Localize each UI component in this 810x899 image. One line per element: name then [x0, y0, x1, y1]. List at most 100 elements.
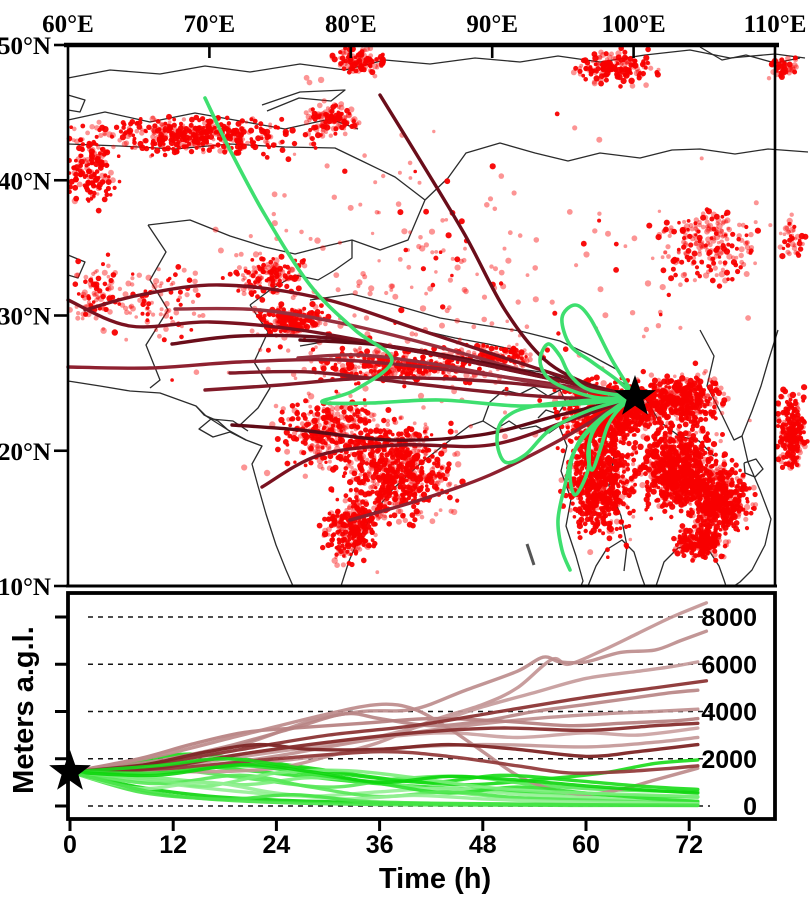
fire-dot: [592, 451, 597, 457]
fire-dot: [431, 465, 436, 470]
fire-dot: [581, 418, 586, 423]
fire-dot: [789, 444, 793, 448]
fire-dot: [725, 491, 730, 497]
fire-dot: [429, 433, 434, 437]
fire-dot: [737, 492, 743, 498]
fire-dot: [686, 495, 691, 501]
fire-dot: [386, 521, 393, 527]
map-panel: [66, 45, 810, 586]
fire-dot: [720, 432, 725, 437]
fire-dot: [367, 451, 375, 458]
fire-dot: [455, 461, 462, 468]
border-line: [67, 143, 426, 201]
fire-dot: [322, 516, 328, 522]
fire-dot: [445, 465, 452, 472]
fire-dot: [689, 491, 694, 496]
fire-dot: [334, 437, 339, 441]
fire-dot: [727, 469, 735, 476]
fire-dot: [745, 499, 750, 504]
fire-dot: [374, 448, 381, 454]
fire-dot: [317, 463, 324, 470]
fire-dot: [619, 494, 625, 501]
fire-dot: [718, 527, 723, 532]
fire-dot: [740, 472, 746, 478]
fire-dot: [692, 485, 698, 491]
fire-dot: [596, 519, 600, 523]
fire-dot: [787, 393, 792, 399]
fire-dot: [342, 413, 348, 419]
fire-dot: [735, 483, 740, 488]
fire-dot: [728, 517, 733, 522]
fire-dot: [573, 464, 579, 470]
fire-dot: [692, 452, 698, 458]
fire-dot: [370, 474, 377, 481]
fire-dot: [404, 431, 410, 438]
fire-dot: [362, 473, 367, 478]
fire-dot: [601, 419, 608, 426]
fire-dot: [345, 549, 350, 554]
fire-dot: [364, 348, 371, 355]
fire-dot: [331, 423, 337, 429]
fire-dot: [680, 407, 685, 412]
fire-dot: [637, 422, 642, 428]
fire-dot: [787, 438, 793, 443]
fire-dot: [409, 512, 416, 518]
fire-dot: [605, 506, 612, 513]
fire-dot: [713, 475, 719, 481]
fire-dot: [419, 477, 424, 482]
fire-dot: [656, 485, 661, 490]
fire-dot: [785, 416, 792, 422]
fire-dot: [689, 468, 693, 473]
fire-dot: [719, 485, 724, 489]
fire-dot: [664, 497, 668, 502]
fire-dot: [627, 427, 633, 433]
fire-dot: [662, 445, 668, 451]
fire-dot: [576, 523, 584, 530]
border-line: [67, 94, 86, 113]
fire-dot: [637, 443, 644, 450]
fire-dot: [401, 469, 406, 473]
fire-dot: [677, 494, 683, 501]
fire-dot: [681, 490, 688, 497]
fire-dot: [617, 422, 622, 427]
fire-dot: [673, 374, 677, 379]
fire-dot: [733, 470, 738, 476]
fire-dot: [347, 414, 354, 422]
fire-dot: [360, 523, 367, 530]
fire-dot: [423, 450, 429, 456]
fire-dot: [324, 460, 328, 464]
fire-dot: [425, 479, 429, 483]
fire-dot: [694, 430, 699, 435]
fire-dot: [617, 534, 623, 539]
fire-dot: [629, 477, 634, 482]
fire-dot: [645, 434, 651, 439]
fire-dot: [632, 473, 636, 477]
fire-dot: [625, 462, 630, 467]
fire-dot: [451, 508, 458, 516]
fire-dot: [601, 493, 606, 498]
fire-dot: [737, 501, 742, 506]
fire-dot: [700, 473, 706, 478]
fire-dot: [731, 505, 736, 510]
fire-dot: [599, 490, 604, 495]
fire-dot: [419, 510, 424, 515]
fire-dot: [782, 388, 789, 395]
fire-dot: [288, 423, 293, 428]
fire-dot: [360, 453, 367, 460]
fire-dot: [722, 543, 728, 549]
fire-dot: [669, 514, 674, 520]
fire-dot: [709, 541, 716, 548]
border-line: [733, 329, 779, 586]
fire-dot: [358, 478, 363, 484]
fire-dot: [788, 397, 793, 402]
fire-dot: [343, 458, 347, 463]
fire-dot: [593, 499, 599, 506]
fire-dot: [619, 425, 625, 431]
fire-dot: [745, 496, 749, 501]
fire-dot: [395, 470, 400, 475]
fire-dot: [411, 503, 417, 510]
fire-dot: [665, 449, 670, 454]
fire-dot: [439, 465, 444, 470]
fire-dot: [608, 479, 615, 486]
